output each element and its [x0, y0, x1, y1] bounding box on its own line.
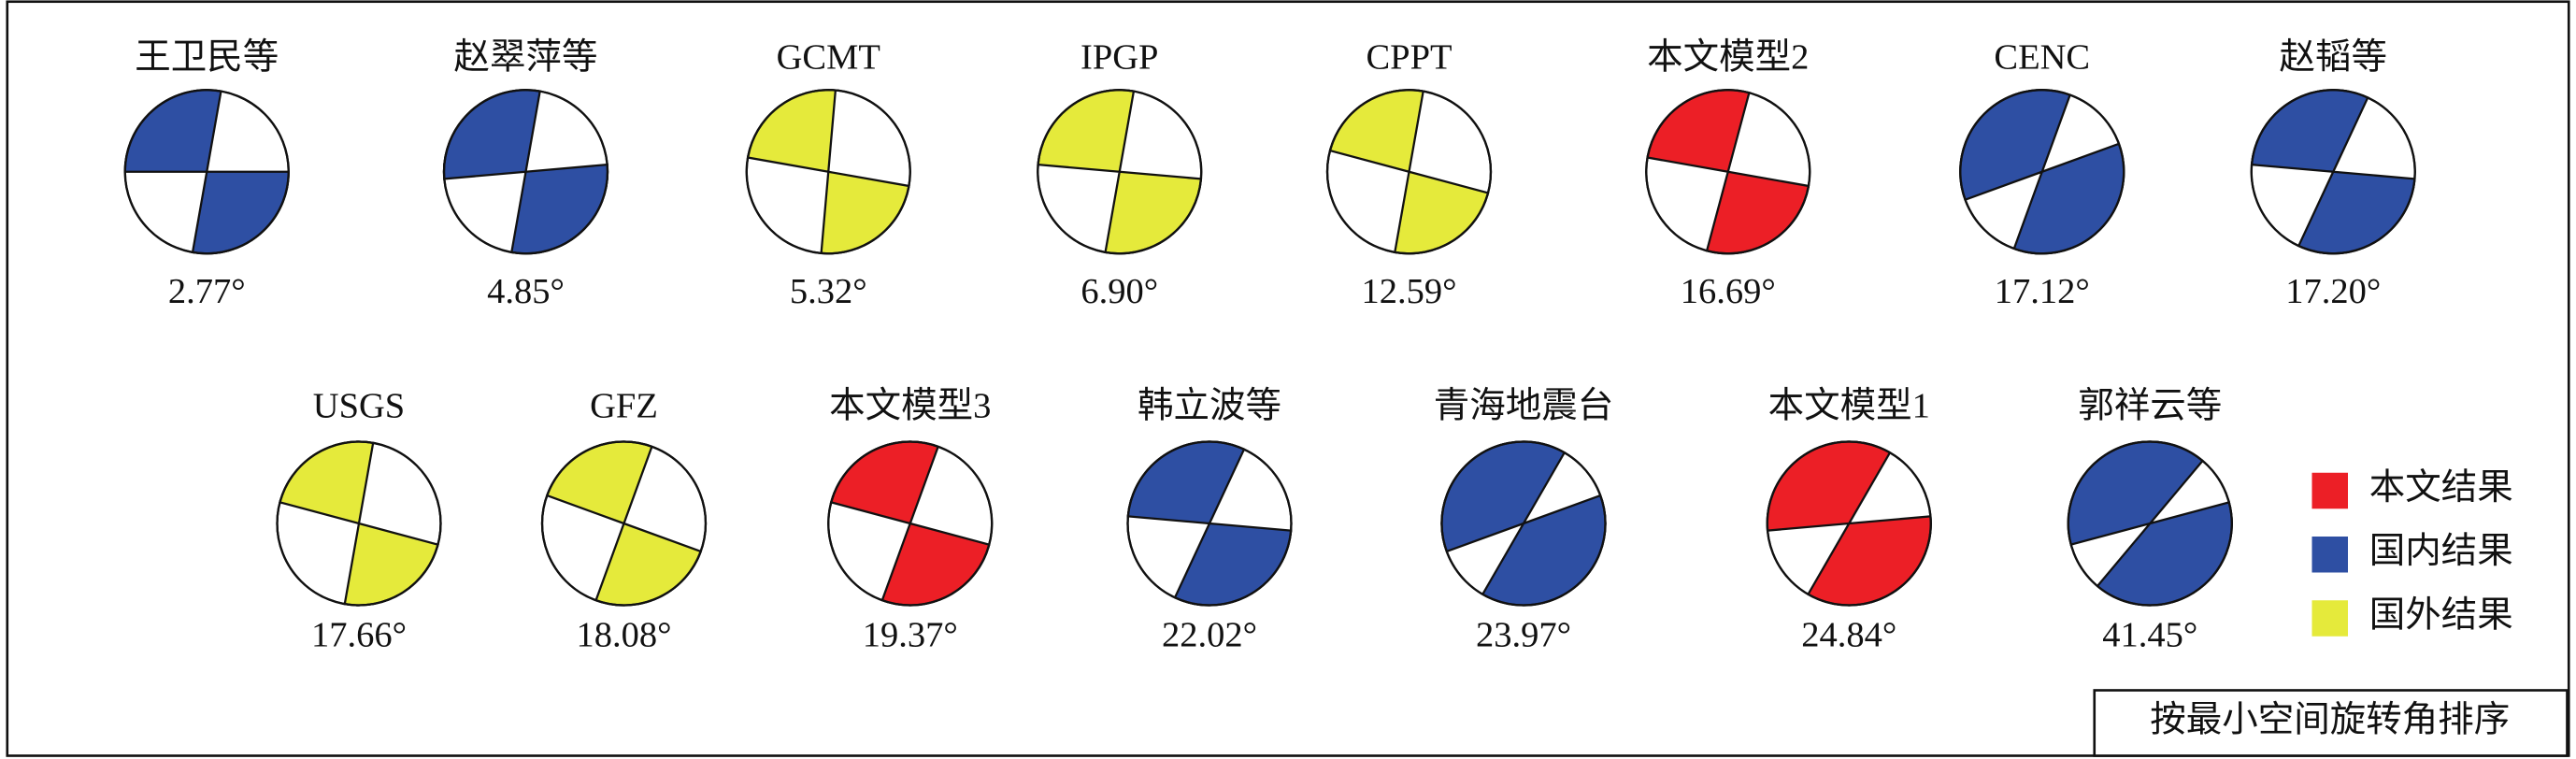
ball-rim [276, 440, 442, 607]
ball-label: 本文模型2 [1647, 37, 1809, 78]
rotation-angle: 23.97° [1476, 615, 1571, 654]
ball-rim [442, 89, 609, 255]
legend-swatch [2311, 537, 2348, 573]
ball-rim [1645, 89, 1811, 255]
rotation-angle: 41.45° [2102, 615, 2197, 654]
rotation-angle: 12.59° [1361, 272, 1456, 311]
legend-label: 国外结果 [2369, 595, 2513, 635]
ball-label: 韩立波等 [1138, 385, 1281, 425]
rotation-angle: 19.37° [863, 615, 958, 654]
rotation-angle: 17.20° [2285, 272, 2381, 311]
ball-rim [745, 89, 911, 255]
rotation-angle: 5.32° [790, 272, 867, 311]
ball-label: GFZ [590, 386, 658, 425]
ball-rim [540, 440, 708, 607]
ball-label: 王卫民等 [135, 37, 279, 78]
rotation-angle: 4.85° [487, 272, 565, 311]
beachball [1325, 89, 1493, 255]
rotation-angle: 18.08° [576, 615, 671, 654]
ball-label: 青海地震台 [1434, 385, 1614, 425]
beachball [827, 440, 994, 607]
rotation-angle: 17.12° [1995, 272, 2090, 311]
legend-swatch [2311, 472, 2348, 509]
beachball [540, 440, 708, 607]
ball-label: IPGP [1080, 38, 1158, 78]
ball-label: 本文模型1 [1768, 385, 1930, 425]
rotation-angle: 2.77° [168, 272, 246, 311]
ball-rim [1126, 440, 1293, 607]
beachball [1440, 440, 1607, 607]
beachball [442, 89, 609, 255]
ball-label: 郭祥云等 [2078, 385, 2222, 425]
rotation-angle: 17.66° [311, 615, 407, 654]
ball-rim [1037, 89, 1203, 255]
rotation-angle: 6.90° [1080, 272, 1158, 311]
beachball [1037, 89, 1203, 255]
beachball [1959, 89, 2125, 255]
ball-rim [1959, 89, 2125, 255]
legend-label: 本文结果 [2369, 467, 2513, 508]
ball-label: 赵翠萍等 [453, 37, 597, 78]
ball-label: USGS [313, 386, 405, 425]
beachball [2250, 89, 2416, 255]
rotation-angle: 22.02° [1162, 615, 1257, 654]
ball-rim [2250, 89, 2416, 255]
ball-rim [1440, 440, 1607, 607]
ball-rim [827, 440, 994, 607]
beachball [745, 89, 911, 255]
ball-label: CPPT [1366, 38, 1452, 78]
legend-label: 国内结果 [2369, 532, 2513, 571]
legend-swatch [2311, 600, 2348, 637]
ball-label: GCMT [777, 38, 880, 78]
ball-label: 本文模型3 [829, 385, 991, 425]
border [6, 0, 2570, 757]
caption: 按最小空间旋转角排序 [2150, 699, 2510, 739]
beachball [1126, 440, 1293, 607]
ball-label: 赵韬等 [2279, 37, 2387, 78]
beachball [123, 89, 290, 255]
ball-rim [123, 89, 290, 255]
beachball [276, 440, 442, 607]
ball-rim [1766, 440, 1932, 607]
rotation-angle: 16.69° [1681, 272, 1776, 311]
beachball [1766, 440, 1932, 607]
ball-rim [1325, 89, 1493, 255]
beachball [2067, 440, 2233, 607]
ball-rim [2067, 440, 2233, 607]
caption-box [2093, 689, 2569, 757]
rotation-angle: 24.84° [1801, 615, 1896, 654]
ball-label: CENC [1994, 38, 2090, 78]
beachball [1645, 89, 1811, 255]
